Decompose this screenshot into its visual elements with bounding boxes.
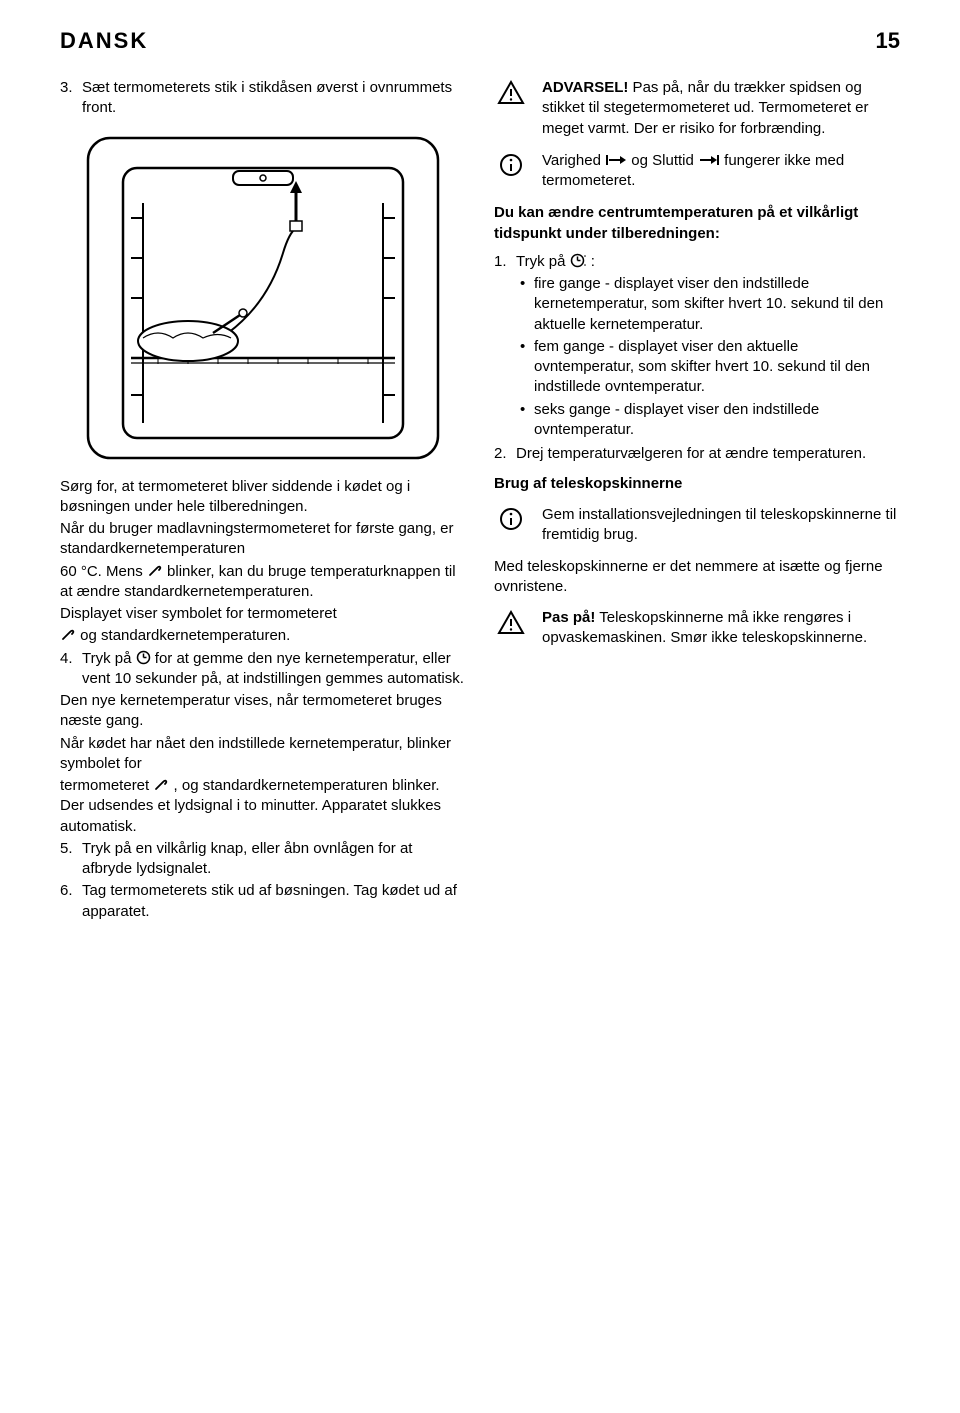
step-text: Drej temperaturvælgeren for at ændre tem… xyxy=(516,444,900,464)
body-text: Når du bruger madlavningstermometeret fo… xyxy=(60,519,466,560)
step-number: 3. xyxy=(60,78,82,119)
step-list-bottom: 5. Tryk på en vilkårlig knap, eller åbn … xyxy=(60,839,466,922)
caution-label: Pas på! xyxy=(542,609,595,626)
caution-box: Pas på! Teleskopskinnerne må ikke rengør… xyxy=(494,608,900,649)
step-list-top: 3. Sæt termometerets stik i stikdåsen øv… xyxy=(60,78,466,119)
warning-box: ADVARSEL! Pas på, når du trækker spidsen… xyxy=(494,78,900,139)
bullet-text: fire gange - displayet viser den indstil… xyxy=(534,274,900,335)
step-text: Tryk på en vilkårlig knap, eller åbn ovn… xyxy=(82,839,466,880)
step-text: Tag termometerets stik ud af bøsningen. … xyxy=(82,881,466,922)
step-number: 1. xyxy=(494,252,516,442)
bullet-item: fire gange - displayet viser den indstil… xyxy=(516,274,900,335)
endtime-icon xyxy=(698,153,720,167)
info-message: Gem installationsvejledningen til telesk… xyxy=(542,505,900,546)
language-label: DANSK xyxy=(60,28,148,54)
text-fragment: Tryk på xyxy=(82,650,136,667)
list-item: 1. Tryk på : fire gange - displayet vise… xyxy=(494,252,900,442)
bullet-text: seks gange - displayet viser den indstil… xyxy=(534,400,900,441)
body-text: 60 °C. Mens blinker, kan du bruge temper… xyxy=(60,562,466,603)
duration-icon xyxy=(605,153,627,167)
info-box: Varighed og Sluttid fungerer ikke med te… xyxy=(494,151,900,192)
info-icon xyxy=(494,505,528,546)
text-fragment: og Sluttid xyxy=(631,152,698,169)
step-text: Sæt termometerets stik i stikdåsen øvers… xyxy=(82,78,466,119)
list-item: 5. Tryk på en vilkårlig knap, eller åbn … xyxy=(60,839,466,880)
warning-icon xyxy=(494,78,528,139)
info-icon xyxy=(494,151,528,192)
change-heading: Du kan ændre centrumtemperaturen på et v… xyxy=(494,203,900,244)
warning-icon xyxy=(494,608,528,649)
list-item: 4. Tryk på for at gemme den nye kernetem… xyxy=(60,649,466,690)
step-list-mid: 4. Tryk på for at gemme den nye kernetem… xyxy=(60,649,466,690)
page-number: 15 xyxy=(876,28,900,54)
body-text: Displayet viser symbolet for termometere… xyxy=(60,605,337,622)
body-text: Sørg for, at termometeret bliver siddend… xyxy=(60,477,466,518)
body-text: Når kødet har nået den indstillede kerne… xyxy=(60,734,466,775)
body-text: termometeret , og standardkernetemperatu… xyxy=(60,776,466,837)
bullet-item: fem gange - displayet viser den aktuelle… xyxy=(516,337,900,398)
page-header: DANSK 15 xyxy=(60,28,900,54)
step-text: Tryk på for at gemme den nye kernetemper… xyxy=(82,649,466,690)
list-item: 3. Sæt termometerets stik i stikdåsen øv… xyxy=(60,78,466,119)
list-item: 6. Tag termometerets stik ud af bøsninge… xyxy=(60,881,466,922)
sub-bullets: fire gange - displayet viser den indstil… xyxy=(516,274,900,440)
change-steps: 1. Tryk på : fire gange - displayet vise… xyxy=(494,252,900,465)
thermometer-icon xyxy=(147,562,163,578)
bullet-item: seks gange - displayet viser den indstil… xyxy=(516,400,900,441)
oven-illustration xyxy=(83,133,443,463)
content-columns: 3. Sæt termometerets stik i stikdåsen øv… xyxy=(60,78,900,924)
step-number: 4. xyxy=(60,649,82,690)
step-text: Tryk på : fire gange - displayet viser d… xyxy=(516,252,900,442)
left-column: 3. Sæt termometerets stik i stikdåsen øv… xyxy=(60,78,466,924)
thermometer-icon xyxy=(153,776,169,792)
body-text: 60 °C. Mens xyxy=(60,563,147,580)
telescope-heading: Brug af teleskopskinnerne xyxy=(494,474,900,494)
body-text: Den nye kernetemperatur vises, når termo… xyxy=(60,691,466,732)
info-box: Gem installationsvejledningen til telesk… xyxy=(494,505,900,546)
list-item: 2. Drej temperaturvælgeren for at ændre … xyxy=(494,444,900,464)
text-fragment: Varighed xyxy=(542,152,605,169)
body-text: og standardkernetemperaturen. xyxy=(80,627,290,644)
text-fragment: Tryk på xyxy=(516,253,570,270)
right-column: ADVARSEL! Pas på, når du trækker spidsen… xyxy=(494,78,900,924)
caution-message: Pas på! Teleskopskinnerne må ikke rengør… xyxy=(542,608,900,649)
body-text: Med teleskopskinnerne er det nemmere at … xyxy=(494,557,900,598)
warning-label: ADVARSEL! xyxy=(542,79,628,96)
step-number: 6. xyxy=(60,881,82,922)
clock-icon xyxy=(136,650,151,665)
body-text: termometeret xyxy=(60,777,153,794)
body-text: og standardkernetemperaturen. xyxy=(60,626,466,646)
thermometer-icon xyxy=(60,626,76,642)
clock-dots-icon xyxy=(570,253,587,268)
body-text: Displayet viser symbolet for termometere… xyxy=(60,604,466,624)
info-message: Varighed og Sluttid fungerer ikke med te… xyxy=(542,151,900,192)
bullet-text: fem gange - displayet viser den aktuelle… xyxy=(534,337,900,398)
step-number: 5. xyxy=(60,839,82,880)
warning-message: ADVARSEL! Pas på, når du trækker spidsen… xyxy=(542,78,900,139)
step-number: 2. xyxy=(494,444,516,464)
text-fragment: : xyxy=(591,253,595,270)
